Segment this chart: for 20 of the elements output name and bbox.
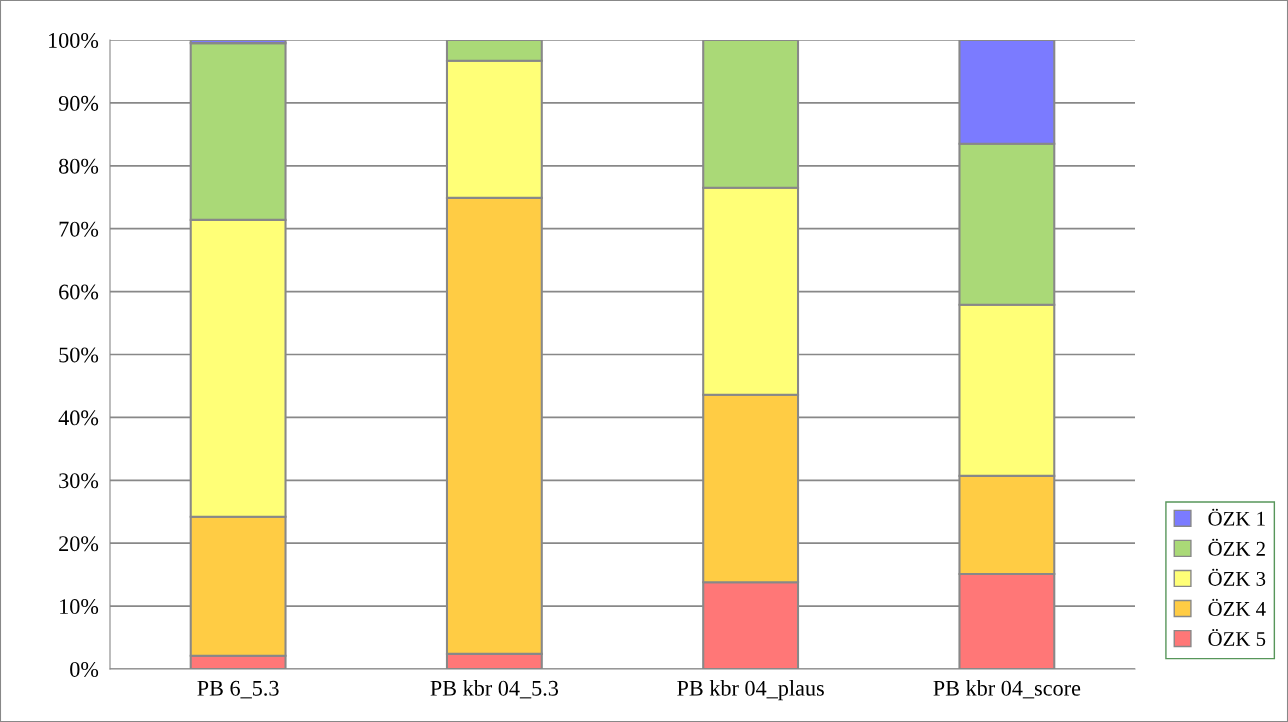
y-tick-label: 20% [59,536,99,552]
legend-label: ÖZK 5 [1208,628,1266,647]
x-tick-label: PB kbr 04_5.3 [430,680,559,699]
y-tick-label: 80% [59,158,99,174]
y-tick-label: 90% [58,95,99,111]
y-tick-label: 70% [59,221,99,237]
y-tick-label: 50% [59,347,99,363]
y-tick-label: 100% [49,32,99,48]
y-tick-label: 60% [59,284,99,300]
x-tick-label: PB 6_5.3 [197,680,279,699]
y-tick-label: 10% [60,599,99,615]
x-tick-label: PB kbr 04_plaus [677,680,824,701]
legend-label: ÖZK 4 [1208,598,1266,616]
y-tick-label: 30% [59,473,99,489]
legend-label: ÖZK 2 [1208,538,1265,556]
legend-label: ÖZK 1 [1208,508,1265,526]
y-tick-label: 0% [70,661,99,677]
legend-label: ÖZK 3 [1208,568,1266,586]
x-tick-label: PB kbr 04_score [933,680,1081,699]
y-tick-label: 40% [58,410,99,426]
